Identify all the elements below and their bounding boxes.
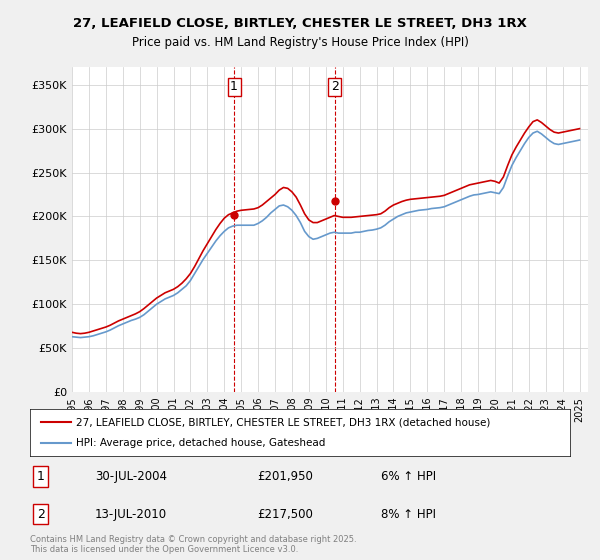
Text: £201,950: £201,950 [257,470,313,483]
Text: 1: 1 [37,470,45,483]
Text: Price paid vs. HM Land Registry's House Price Index (HPI): Price paid vs. HM Land Registry's House … [131,36,469,49]
Text: 13-JUL-2010: 13-JUL-2010 [95,507,167,521]
Text: 27, LEAFIELD CLOSE, BIRTLEY, CHESTER LE STREET, DH3 1RX (detached house): 27, LEAFIELD CLOSE, BIRTLEY, CHESTER LE … [76,417,490,427]
Text: 2: 2 [331,80,339,93]
Text: 30-JUL-2004: 30-JUL-2004 [95,470,167,483]
Text: Contains HM Land Registry data © Crown copyright and database right 2025.
This d: Contains HM Land Registry data © Crown c… [30,535,356,554]
Text: £217,500: £217,500 [257,507,313,521]
Text: 8% ↑ HPI: 8% ↑ HPI [381,507,436,521]
Text: 27, LEAFIELD CLOSE, BIRTLEY, CHESTER LE STREET, DH3 1RX: 27, LEAFIELD CLOSE, BIRTLEY, CHESTER LE … [73,17,527,30]
Text: HPI: Average price, detached house, Gateshead: HPI: Average price, detached house, Gate… [76,438,325,448]
Text: 6% ↑ HPI: 6% ↑ HPI [381,470,436,483]
Text: 1: 1 [230,80,238,93]
Text: 2: 2 [37,507,45,521]
